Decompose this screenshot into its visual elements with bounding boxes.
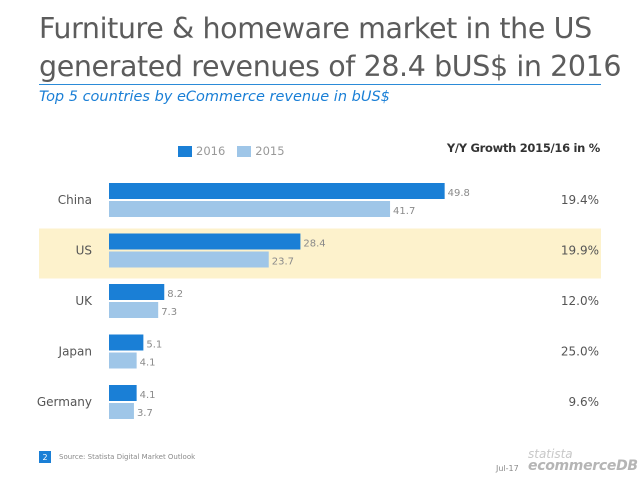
- value-label-2016-us: 28.4: [303, 239, 325, 250]
- category-label-germany: Germany: [37, 395, 92, 409]
- bar-2015-germany: [109, 403, 134, 419]
- growth-value-germany: 9.6%: [569, 395, 600, 409]
- title-divider: [39, 84, 601, 85]
- value-label-2016-japan: 5.1: [146, 340, 162, 351]
- bar-2016-japan: [109, 334, 144, 351]
- chart-subtitle: Top 5 countries by eCommerce revenue in …: [39, 89, 390, 105]
- legend-item-2015: 2015: [237, 144, 285, 158]
- bar-2015-japan: [109, 352, 137, 369]
- logo-text-bottom: ecommerceDB: [528, 458, 638, 474]
- legend-item-2016: 2016: [178, 144, 225, 158]
- page-number: 2: [39, 451, 51, 463]
- bar-2015-uk: [109, 302, 159, 318]
- bar-2015-china: [109, 201, 391, 217]
- legend-swatch-2016: [178, 145, 192, 157]
- title-line-2: generated revenues of 28.4 bUS$ in 2016: [39, 50, 622, 83]
- value-label-2015-china: 41.7: [393, 206, 415, 217]
- category-label-china: China: [58, 193, 92, 207]
- growth-value-us: 19.9%: [561, 244, 599, 258]
- growth-value-japan: 25.0%: [561, 345, 599, 359]
- bar-2016-us: [109, 233, 301, 250]
- source-note: Source: Statista Digital Market Outlook: [59, 453, 196, 461]
- growth-value-china: 19.4%: [561, 193, 599, 207]
- value-label-2016-uk: 8.2: [167, 289, 183, 300]
- bar-2016-germany: [109, 385, 137, 401]
- value-label-2015-uk: 7.3: [161, 307, 177, 318]
- value-label-2016-china: 49.8: [448, 188, 470, 199]
- category-label-japan: Japan: [58, 345, 92, 359]
- title-line-1: Furniture & homeware market in the US: [39, 12, 592, 45]
- page-title: Furniture & homeware market in the US ge…: [39, 10, 629, 86]
- bar-2016-china: [109, 183, 445, 199]
- value-label-2016-germany: 4.1: [140, 390, 156, 401]
- legend-label-2016: 2016: [196, 144, 226, 158]
- bar-2016-uk: [109, 284, 165, 300]
- chart-legend: 2016 2015: [178, 143, 297, 159]
- footer-source: 2 Source: Statista Digital Market Outloo…: [39, 451, 195, 463]
- legend-label-2015: 2015: [255, 144, 285, 158]
- footer-date: Jul-17: [496, 464, 519, 473]
- bar-2015-us: [109, 251, 269, 268]
- brand-logo: statista ecommerceDB: [528, 447, 638, 477]
- value-label-2015-us: 23.7: [272, 257, 294, 268]
- category-label-us: US: [76, 244, 92, 258]
- growth-value-uk: 12.0%: [561, 294, 599, 308]
- growth-column-header: Y/Y Growth 2015/16 in %: [446, 141, 600, 155]
- legend-swatch-2015: [237, 145, 252, 157]
- value-label-2015-germany: 3.7: [137, 408, 153, 419]
- value-label-2015-japan: 4.1: [140, 358, 156, 369]
- logo-text-top: statista: [528, 447, 573, 461]
- category-label-uk: UK: [75, 294, 93, 308]
